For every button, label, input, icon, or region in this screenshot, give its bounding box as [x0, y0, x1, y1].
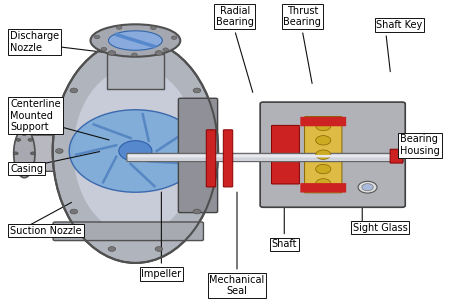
FancyBboxPatch shape: [223, 130, 233, 187]
Text: Sight Glass: Sight Glass: [353, 223, 408, 233]
Circle shape: [69, 110, 201, 192]
Circle shape: [94, 35, 100, 39]
FancyBboxPatch shape: [127, 153, 404, 162]
Circle shape: [119, 141, 152, 161]
Text: Shaft Key: Shaft Key: [376, 20, 423, 30]
Circle shape: [193, 209, 201, 214]
Circle shape: [28, 165, 33, 169]
Text: Impeller: Impeller: [141, 269, 182, 279]
Circle shape: [316, 164, 331, 174]
FancyBboxPatch shape: [272, 125, 300, 184]
Circle shape: [16, 138, 21, 141]
Circle shape: [116, 26, 122, 29]
Ellipse shape: [91, 24, 180, 57]
Text: Suction Nozzle: Suction Nozzle: [10, 226, 82, 236]
FancyBboxPatch shape: [260, 102, 405, 207]
Circle shape: [316, 121, 331, 131]
Text: Centerline
Mounted
Support: Centerline Mounted Support: [10, 99, 61, 132]
Circle shape: [108, 51, 116, 55]
Text: Shaft: Shaft: [272, 239, 297, 249]
Circle shape: [132, 53, 137, 56]
Text: Thrust
Bearing: Thrust Bearing: [283, 6, 321, 27]
FancyBboxPatch shape: [178, 98, 218, 213]
Circle shape: [316, 136, 331, 145]
Ellipse shape: [53, 39, 218, 263]
Circle shape: [316, 150, 331, 159]
Circle shape: [108, 247, 116, 251]
Text: Mechanical
Seal: Mechanical Seal: [210, 275, 264, 296]
Circle shape: [163, 48, 168, 51]
Circle shape: [155, 247, 163, 251]
Ellipse shape: [73, 67, 197, 235]
Circle shape: [70, 209, 78, 214]
Circle shape: [362, 184, 373, 191]
Circle shape: [28, 138, 33, 141]
Circle shape: [55, 149, 63, 153]
Circle shape: [171, 36, 177, 40]
Circle shape: [101, 47, 107, 51]
FancyBboxPatch shape: [206, 130, 216, 187]
FancyBboxPatch shape: [390, 149, 403, 163]
Circle shape: [13, 152, 18, 155]
Text: Discharge
Nozzle: Discharge Nozzle: [10, 31, 59, 53]
Circle shape: [70, 88, 78, 93]
FancyBboxPatch shape: [301, 117, 346, 126]
FancyBboxPatch shape: [128, 155, 403, 157]
Text: Bearing
Housing: Bearing Housing: [400, 134, 440, 156]
Circle shape: [22, 171, 27, 174]
Circle shape: [30, 152, 35, 155]
Circle shape: [193, 88, 201, 93]
FancyBboxPatch shape: [305, 117, 342, 193]
FancyBboxPatch shape: [301, 183, 346, 193]
Circle shape: [16, 165, 21, 169]
Circle shape: [358, 181, 377, 193]
Text: Radial
Bearing: Radial Bearing: [216, 6, 254, 27]
Circle shape: [155, 51, 163, 55]
Ellipse shape: [109, 31, 162, 50]
Circle shape: [22, 133, 27, 136]
FancyBboxPatch shape: [53, 222, 203, 241]
Circle shape: [316, 179, 331, 188]
Text: Casing: Casing: [10, 164, 43, 174]
Ellipse shape: [14, 129, 35, 178]
Polygon shape: [107, 54, 164, 89]
Circle shape: [208, 149, 215, 153]
Circle shape: [151, 26, 156, 30]
FancyBboxPatch shape: [20, 135, 78, 171]
